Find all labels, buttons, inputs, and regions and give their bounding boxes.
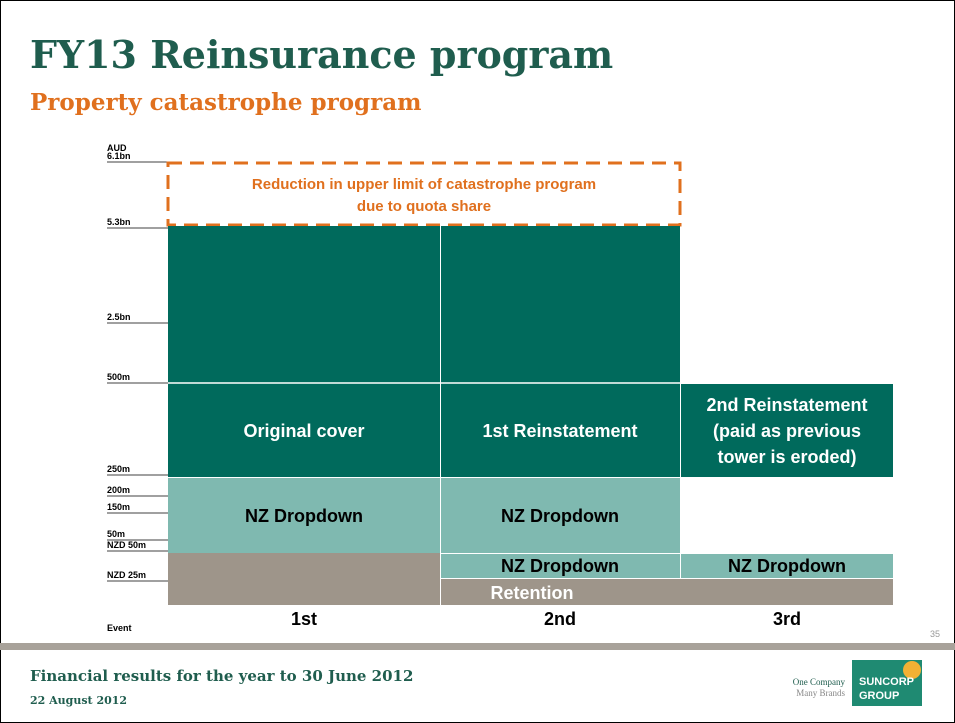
brand-text: GROUP bbox=[859, 690, 899, 702]
axis-label: NZD 50m bbox=[107, 540, 146, 550]
block bbox=[441, 478, 680, 553]
axis-label: NZD 25m bbox=[107, 570, 146, 580]
block-label: NZ Dropdown bbox=[501, 506, 619, 526]
callout-box bbox=[166, 161, 682, 227]
axis-event: Event bbox=[107, 623, 132, 633]
event-label: 1st bbox=[291, 609, 317, 629]
subtitle: Property catastrophe program bbox=[30, 89, 421, 116]
axis-label: 250m bbox=[107, 464, 130, 474]
block bbox=[168, 553, 440, 605]
axis-label: 200m bbox=[107, 485, 130, 495]
block-label: NZ Dropdown bbox=[728, 556, 846, 576]
block bbox=[168, 226, 440, 477]
brand-text: SUNCORP bbox=[859, 676, 914, 688]
title: FY13 Reinsurance program bbox=[30, 32, 613, 77]
block-label: 1st Reinstatement bbox=[482, 421, 637, 441]
block bbox=[441, 226, 680, 477]
callout-text: due to quota share bbox=[357, 198, 491, 215]
axis-unit: AUD bbox=[107, 143, 127, 153]
axis-label: 6.1bn bbox=[107, 151, 131, 161]
block-label: Retention bbox=[491, 583, 574, 603]
block-label: tower is eroded) bbox=[717, 447, 856, 467]
tagline: Many Brands bbox=[796, 688, 845, 698]
block bbox=[681, 384, 893, 477]
block-label: NZ Dropdown bbox=[501, 556, 619, 576]
block bbox=[681, 554, 893, 578]
block bbox=[441, 579, 893, 605]
block bbox=[168, 478, 440, 553]
block-label: 2nd Reinstatement bbox=[706, 395, 867, 415]
callout-text: Reduction in upper limit of catastrophe … bbox=[252, 176, 596, 193]
axis-label: 50m bbox=[107, 529, 125, 539]
block-label: Original cover bbox=[243, 421, 364, 441]
block-label: NZ Dropdown bbox=[245, 506, 363, 526]
brand-sun bbox=[903, 661, 921, 679]
event-label: 2nd bbox=[544, 609, 576, 629]
block bbox=[441, 554, 680, 578]
tagline: One Company bbox=[793, 677, 846, 687]
footer-bar bbox=[0, 643, 955, 650]
axis-label: 2.5bn bbox=[107, 312, 131, 322]
footer-title: Financial results for the year to 30 Jun… bbox=[30, 667, 413, 685]
block-label: (paid as previous bbox=[713, 421, 861, 441]
axis: AUD bbox=[107, 143, 127, 153]
axis-label: 150m bbox=[107, 502, 130, 512]
blocks bbox=[168, 226, 893, 605]
axis-label: 5.3bn bbox=[107, 217, 131, 227]
page-number: 35 bbox=[930, 629, 940, 639]
axis-label: 500m bbox=[107, 372, 130, 382]
footer-date: 22 August 2012 bbox=[30, 694, 127, 707]
event-label: 3rd bbox=[773, 609, 801, 629]
